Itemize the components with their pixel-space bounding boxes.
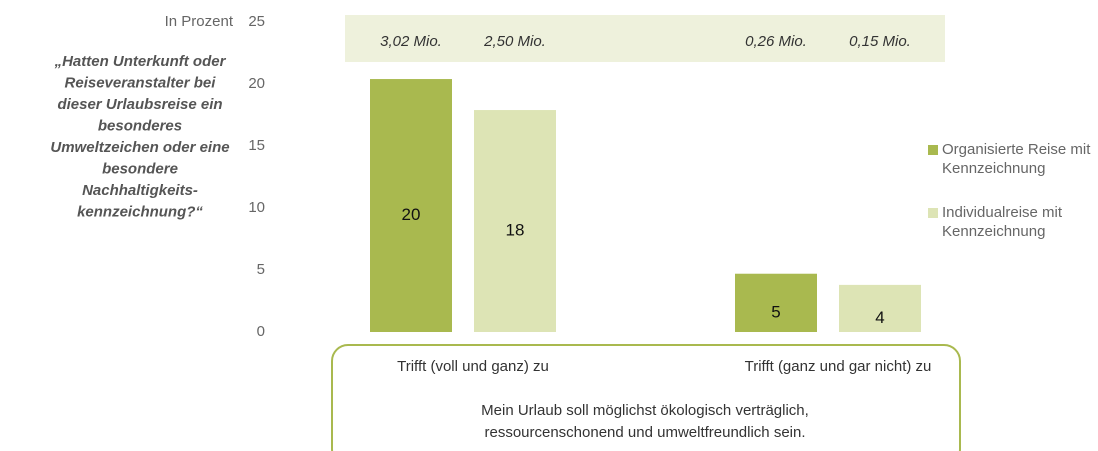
question-text: Nachhaltigkeits- xyxy=(82,182,198,199)
x-axis-label: ressourcenschonend und umweltfreundlich … xyxy=(484,424,805,441)
question-text: kennzeichnung?“ xyxy=(77,203,203,220)
bar xyxy=(735,273,817,332)
question-text: „Hatten Unterkunft oder xyxy=(54,53,227,70)
y-tick-label: 10 xyxy=(248,199,265,216)
question-text: Reiseveranstalter bei xyxy=(65,74,217,91)
x-tick-label: Trifft (voll und ganz) zu xyxy=(397,358,549,375)
question-text: besonderes xyxy=(98,117,182,134)
y-tick-label: 25 xyxy=(248,13,265,30)
legend-swatch xyxy=(928,145,938,155)
bar xyxy=(474,110,556,332)
question-text: dieser Urlaubsreise ein xyxy=(57,96,222,113)
x-axis-label: Mein Urlaub soll möglichst ökologisch ve… xyxy=(481,402,809,419)
total-label: 3,02 Mio. xyxy=(380,33,442,50)
value-label: 20 xyxy=(402,205,421,224)
legend-label: Organisierte Reise mit Kennzeichnung xyxy=(942,141,1091,177)
value-label: 18 xyxy=(506,221,525,240)
total-label: 0,26 Mio. xyxy=(745,33,807,50)
value-label: 4 xyxy=(875,308,884,327)
legend-label: Individualreise mit Kennzeichnung xyxy=(942,204,1063,240)
y-axis-label: In Prozent xyxy=(165,13,234,30)
x-tick-label: Trifft (ganz und gar nicht) zu xyxy=(745,358,932,375)
bar xyxy=(839,284,921,332)
y-tick-label: 15 xyxy=(248,137,265,154)
x-label-box xyxy=(331,344,961,451)
total-label: 0,15 Mio. xyxy=(849,33,911,50)
total-label: 2,50 Mio. xyxy=(483,33,546,50)
y-tick-label: 20 xyxy=(248,75,265,92)
question-text: besondere xyxy=(102,160,178,177)
value-label: 5 xyxy=(771,302,780,321)
totals-band xyxy=(345,15,945,62)
question-text: Umweltzeichen oder eine xyxy=(50,139,229,156)
legend-swatch xyxy=(928,208,938,218)
y-tick-label: 0 xyxy=(257,323,265,340)
y-tick-label: 5 xyxy=(257,261,265,278)
bar xyxy=(370,79,452,332)
